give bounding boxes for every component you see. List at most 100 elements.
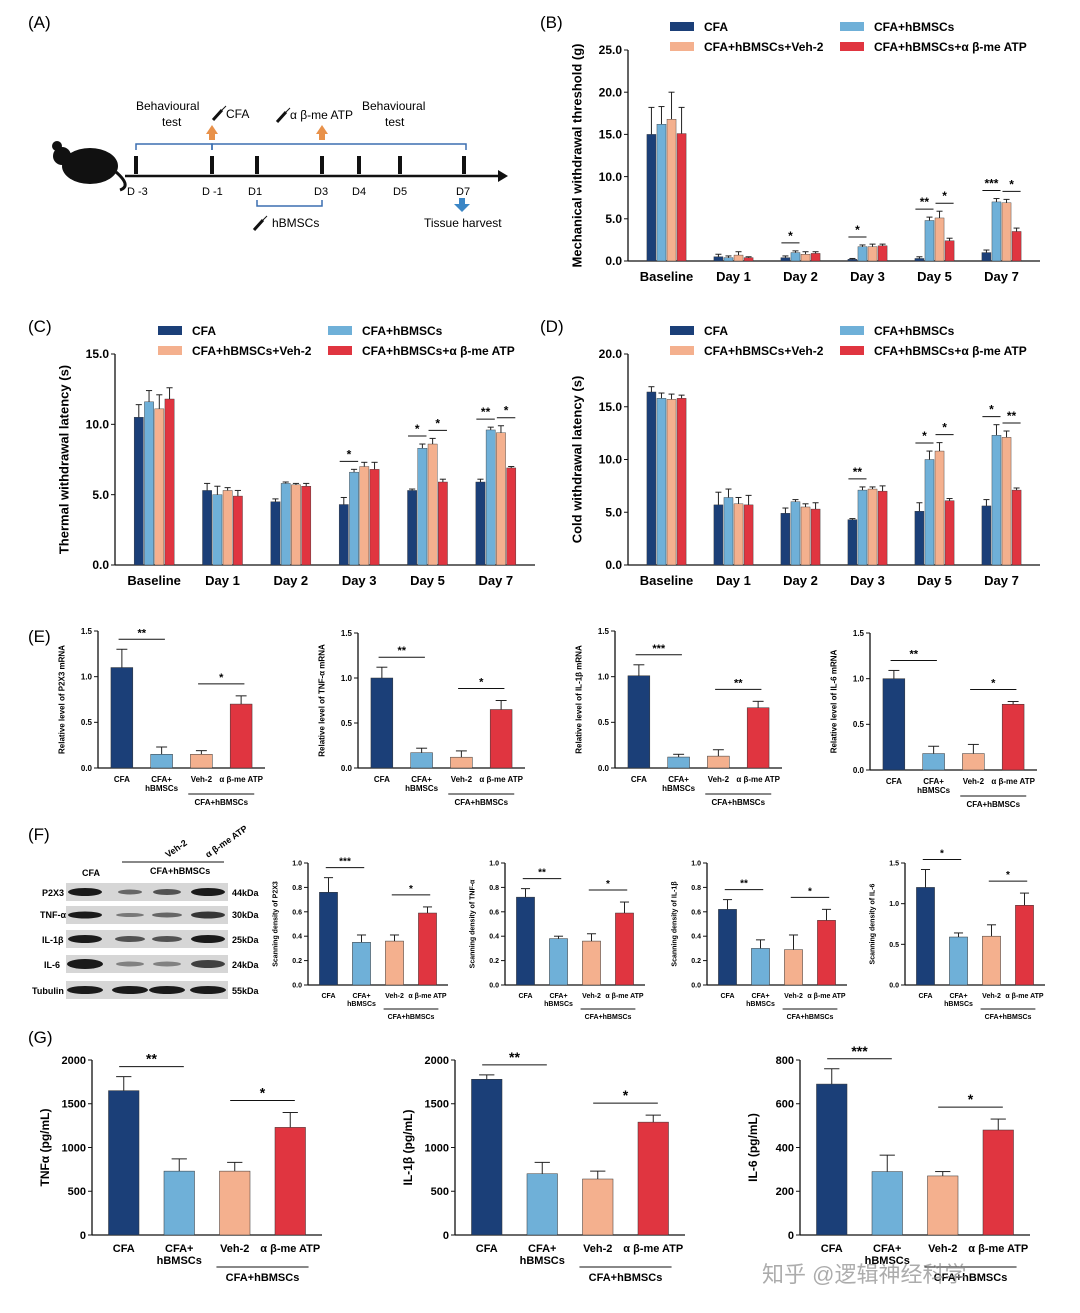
wb-row-kda: 24kDa [232, 960, 260, 970]
y-tick-label: 1.5 [598, 627, 610, 636]
bar [934, 450, 945, 566]
x-tick-label: hBMSCs [865, 1255, 910, 1267]
group-label: CFA+hBMSCs [787, 1014, 834, 1021]
group-label: CFA+hBMSCs [585, 1014, 632, 1021]
chart-f1: 0.0 0.2 0.4 0.6 0.8 1.0 Scanning density of P2… [273, 857, 448, 1021]
bar [229, 703, 253, 769]
y-tick-label: 0.6 [691, 909, 701, 916]
y-tick-label: 0.0 [92, 558, 109, 572]
bar [222, 490, 233, 566]
x-tick-label: Day 5 [917, 269, 952, 284]
bar [810, 253, 821, 262]
significance-label: ** [146, 1051, 157, 1067]
harvest-text: Tissue harvest [424, 216, 502, 230]
x-tick-label: hBMSCs [662, 784, 695, 793]
y-tick-label: 1000 [425, 1142, 449, 1154]
bar [847, 259, 858, 262]
y-tick-label: 15.0 [599, 128, 623, 142]
y-tick-label: 0.0 [341, 764, 353, 773]
y-tick-label: 1500 [62, 1099, 86, 1111]
wb-band [190, 986, 226, 994]
y-tick-label: 800 [776, 1055, 794, 1067]
wb-header-cfa: CFA [82, 868, 101, 878]
harvest-arrow-icon [454, 198, 470, 212]
bar [656, 398, 667, 566]
y-tick-label: 5.0 [605, 505, 622, 519]
x-tick-label: α β-me ATP [623, 1243, 683, 1255]
bar [981, 252, 992, 262]
y-tick-label: 0.5 [341, 719, 353, 728]
x-tick-label: Veh-2 [982, 993, 1001, 1000]
y-tick-label: 0 [80, 1230, 86, 1242]
x-tick-label: CFA [322, 993, 336, 1000]
y-tick-label: 0.0 [605, 254, 622, 268]
significance-label: ** [481, 405, 491, 419]
x-tick-label: Veh-2 [963, 777, 985, 786]
bar [800, 254, 811, 262]
chart-e3: 0.0 0.5 1.0 1.5 Relative level of IL-1β mRNA… [574, 627, 782, 807]
y-tick-label: 20.0 [599, 347, 623, 361]
bar [506, 467, 517, 566]
bar [349, 471, 359, 566]
wb-band [112, 986, 148, 994]
significance-label: * [855, 223, 860, 237]
bar [410, 752, 433, 769]
x-tick-label: Baseline [127, 573, 180, 588]
bar [780, 513, 791, 566]
bar [496, 432, 506, 566]
x-tick-label: hBMSCs [917, 786, 950, 795]
significance-label: * [1009, 177, 1014, 191]
y-axis-label: TNFα (pg/mL) [38, 1108, 52, 1186]
cfa-arrow-icon [206, 125, 218, 140]
x-tick-label: CFA+ [528, 1243, 556, 1255]
y-tick-label: 500 [431, 1186, 449, 1198]
chart-f3: 0.0 0.2 0.4 0.6 0.8 1.0 Scanning density of IL… [672, 860, 847, 1021]
y-tick-label: 0.0 [598, 764, 610, 773]
behav-bracket-1 [135, 143, 213, 150]
group-label: CFA+hBMSCs [388, 1014, 435, 1021]
bar [219, 1170, 251, 1236]
bar [385, 940, 404, 986]
y-tick-label: 0 [443, 1230, 449, 1242]
bar [582, 1178, 614, 1236]
day-label-d-3: D -3 [127, 186, 148, 198]
y-tick-label: 2000 [62, 1055, 86, 1067]
bar [877, 245, 888, 262]
significance-label: *** [652, 643, 666, 655]
x-tick-label: Veh-2 [451, 775, 473, 784]
x-tick-label: hBMSCs [746, 1001, 775, 1008]
wb-membrane [66, 883, 228, 999]
bar [418, 912, 437, 986]
wb-header-group: CFA+hBMSCs [150, 866, 210, 876]
bar [991, 435, 1002, 566]
day-label-d5: D5 [393, 186, 407, 198]
y-tick-label: 1000 [62, 1142, 86, 1154]
x-tick-label: Day 7 [984, 269, 1019, 284]
wb-band [152, 936, 182, 942]
bar [144, 401, 154, 566]
significance-label: * [788, 229, 793, 243]
legend-label: CFA+hBMSCs [362, 324, 443, 338]
x-tick-label: CFA+ [411, 775, 432, 784]
chart-f4: 0.0 0.5 1.0 1.5 Scanning density of IL-6 CFA C… [870, 849, 1045, 1021]
y-axis-label: Cold withdrawal latency (s) [570, 376, 585, 544]
y-tick-label: 1.0 [598, 672, 610, 681]
y-tick-label: 10.0 [599, 453, 623, 467]
timeline-arrowhead [498, 170, 508, 182]
bar [370, 677, 394, 769]
legend-swatch-hbmsc [840, 326, 864, 335]
legend-label: CFA+hBMSCs+α β-me ATP [362, 344, 515, 358]
wb-row-kda: 44kDa [232, 888, 260, 898]
x-tick-label: Veh-2 [220, 1243, 249, 1255]
bar [637, 1121, 669, 1236]
x-tick-label: Baseline [640, 269, 693, 284]
x-tick-label: hBMSCs [347, 1001, 376, 1008]
x-tick-label: Day 3 [342, 573, 377, 588]
panel-label-f: (F) [28, 825, 50, 844]
panel-label-a: (A) [28, 13, 51, 32]
x-tick-label: CFA [114, 775, 130, 784]
legend-c: CFA CFA+hBMSCs CFA+hBMSCs+Veh-2 CFA+hBMS… [158, 324, 515, 358]
x-tick-label: α β-me ATP [807, 993, 845, 1000]
wb-row-label: TNF-α [40, 910, 66, 920]
y-tick-label: 0.8 [489, 885, 499, 892]
